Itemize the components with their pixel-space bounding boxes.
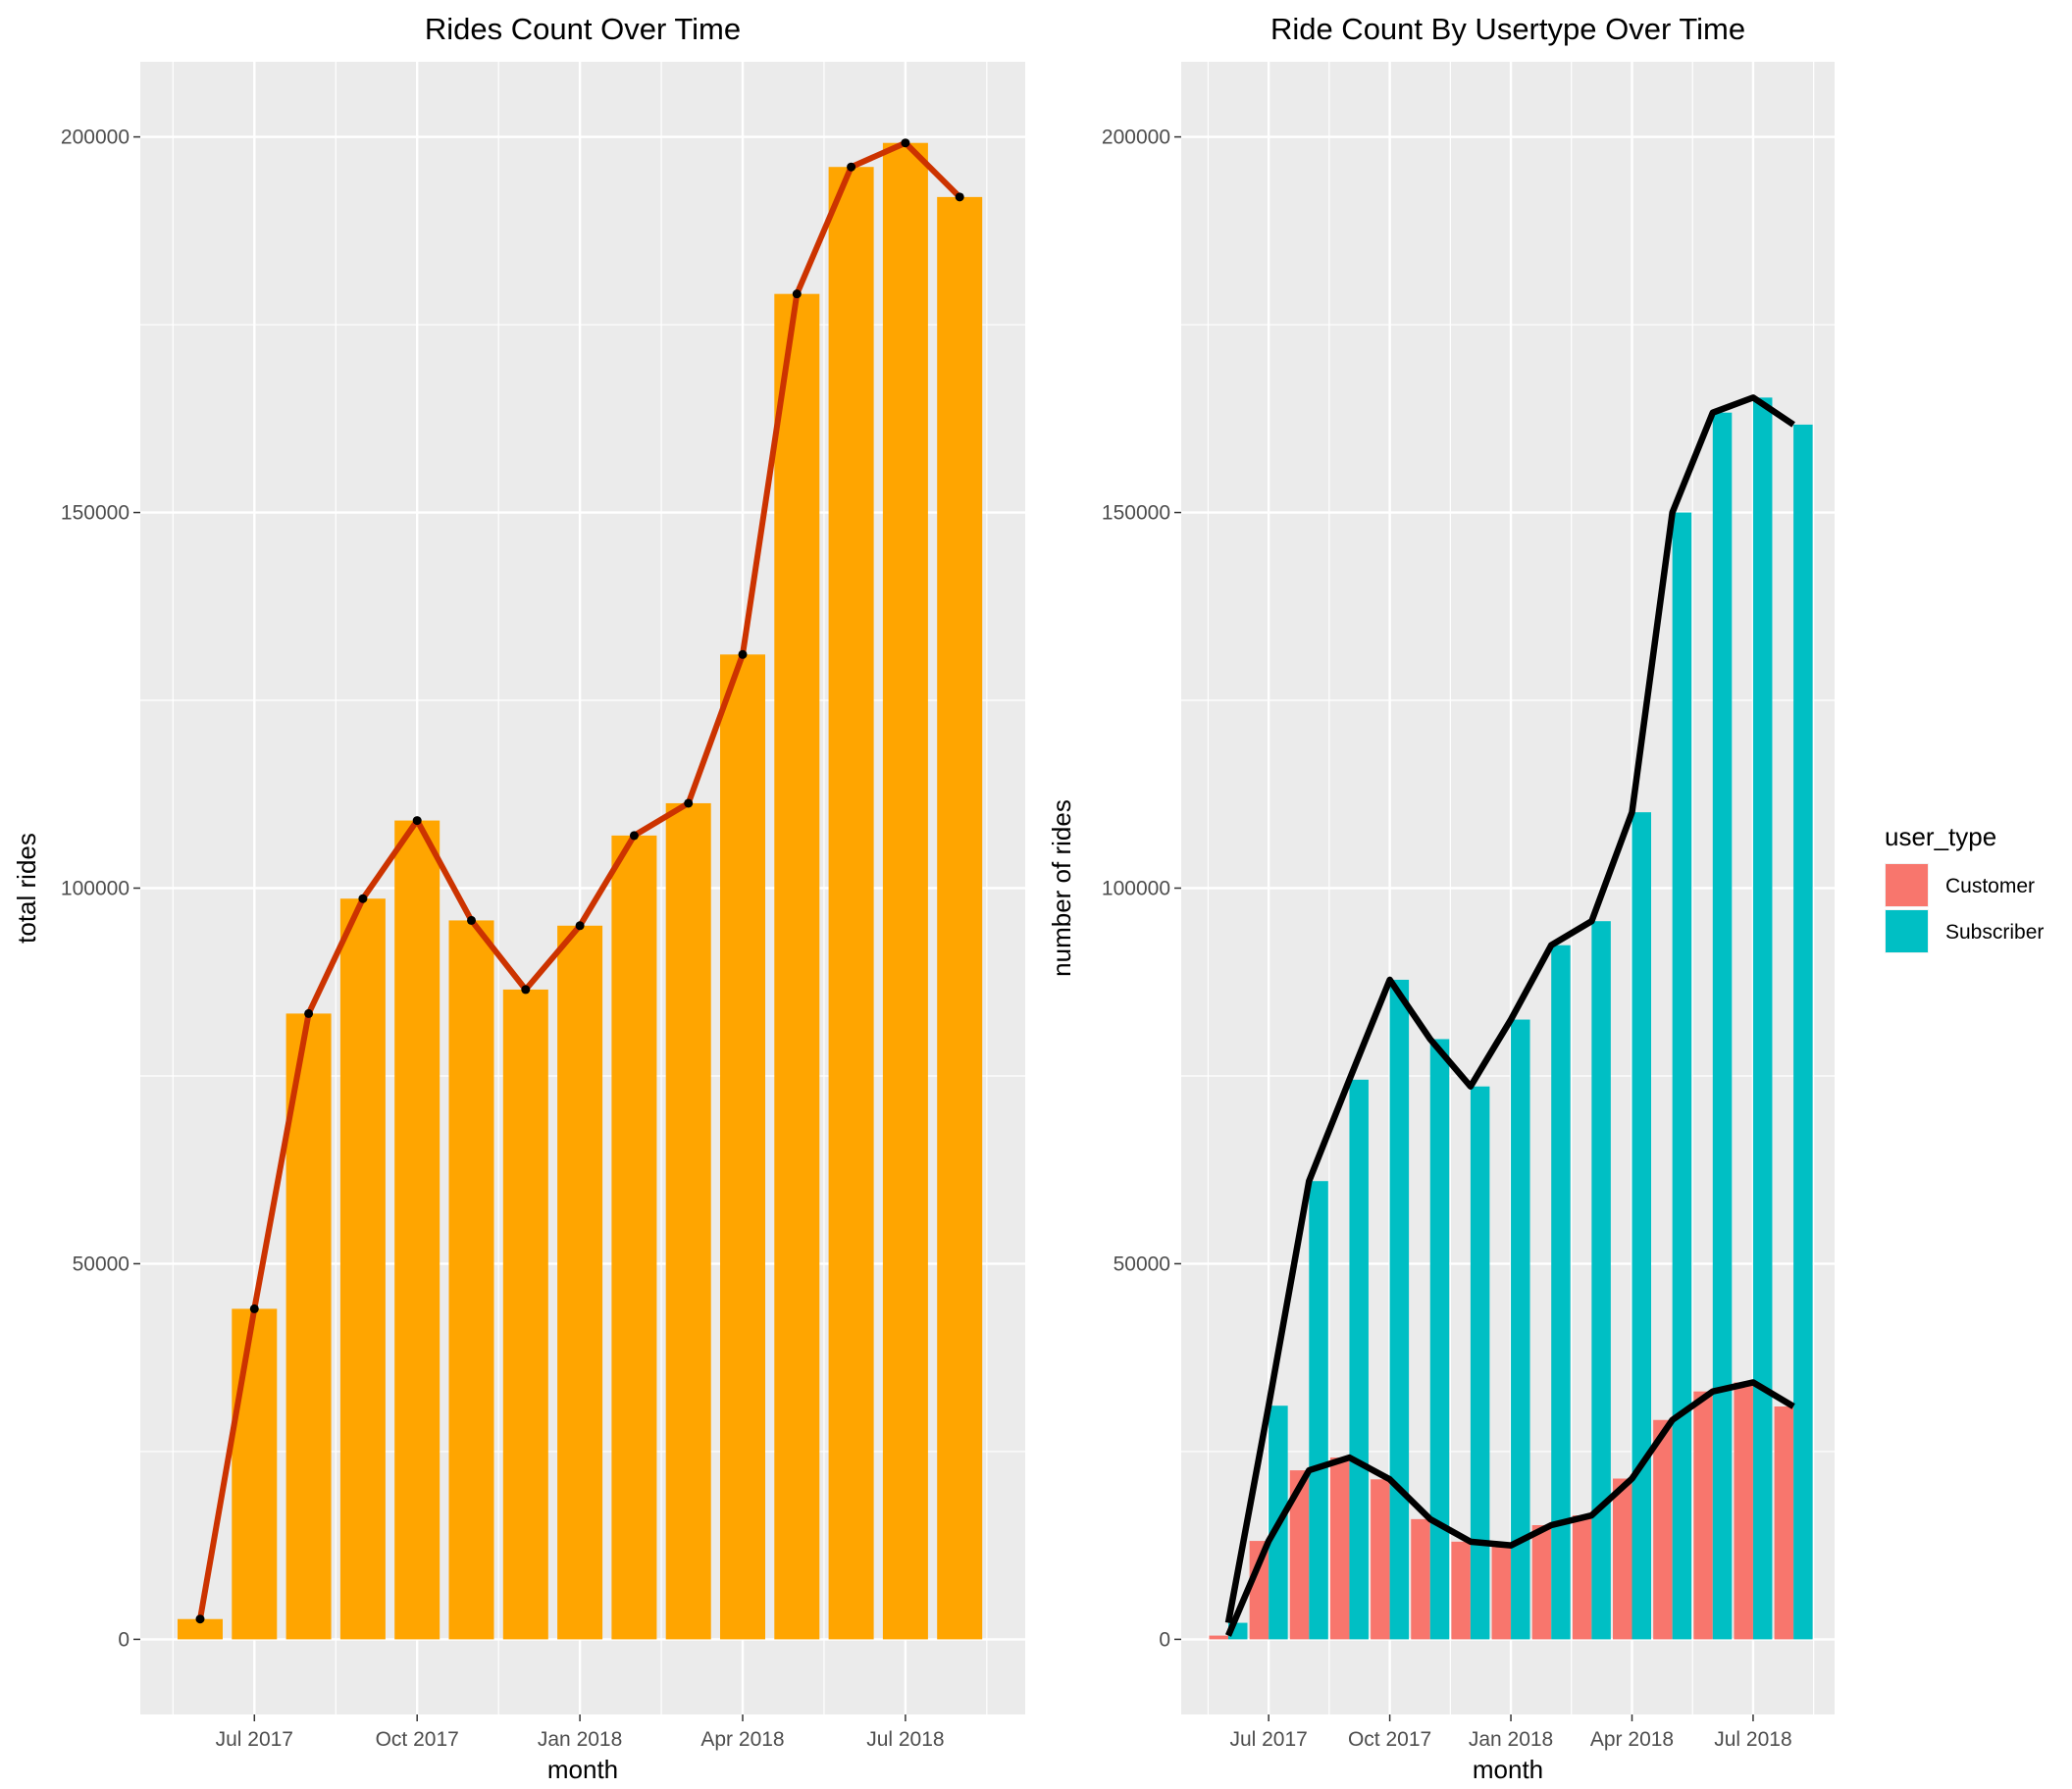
bar — [611, 835, 657, 1640]
y-tick-label: 200000 — [1102, 127, 1170, 149]
x-tick-label: Oct 2017 — [1348, 1728, 1431, 1751]
bar-customer — [1774, 1406, 1794, 1640]
y-tick-label: 50000 — [1114, 1252, 1170, 1275]
data-point — [358, 894, 368, 903]
data-point — [738, 649, 748, 659]
bar-subscriber — [1429, 1039, 1450, 1640]
x-tick-label: Oct 2017 — [376, 1728, 459, 1751]
data-point — [467, 915, 476, 925]
x-tick-label: Jul 2018 — [866, 1728, 944, 1751]
bar-customer — [1693, 1391, 1713, 1640]
bar-customer — [1411, 1518, 1430, 1640]
bar-subscriber — [1632, 812, 1651, 1640]
data-point — [575, 921, 585, 931]
legend: user_type Customer Subscriber — [1885, 822, 2044, 953]
usertype-chart: 0 50000 100000 150000 200000 Jul 2017 Oct 2017… — [1047, 12, 1835, 1784]
bar-subscriber — [1793, 424, 1813, 1640]
bar-customer — [1209, 1635, 1228, 1640]
chart-title: Ride Count By Usertype Over Time — [1270, 12, 1745, 46]
y-tick-label: 50000 — [73, 1252, 130, 1275]
bar-customer — [1371, 1479, 1390, 1640]
legend-key-customer — [1886, 864, 1928, 906]
x-tick-label: Jul 2017 — [216, 1728, 293, 1751]
y-tick-label: 0 — [118, 1628, 130, 1651]
data-point — [684, 798, 694, 808]
bar-subscriber — [1511, 1019, 1530, 1640]
bar — [232, 1308, 278, 1640]
data-point — [792, 289, 802, 299]
x-tick-label: Jul 2017 — [1229, 1728, 1307, 1751]
bar — [178, 1618, 223, 1640]
y-tick-label: 150000 — [1102, 502, 1170, 525]
rides-count-chart: 0 50000 100000 150000 200000 Jul 2017 Oct 2017… — [12, 12, 1025, 1784]
data-point — [412, 816, 422, 826]
data-point — [629, 831, 639, 841]
data-point — [847, 162, 856, 172]
line-customer — [1225, 1379, 1795, 1637]
chart-title: Rides Count Over Time — [425, 12, 741, 46]
bar-subscriber — [1712, 412, 1733, 1640]
bar-customer — [1572, 1515, 1592, 1640]
bar-subscriber — [1672, 512, 1692, 1640]
data-point — [955, 192, 964, 202]
y-tick-label: 150000 — [61, 502, 130, 525]
bar-customer — [1531, 1524, 1552, 1640]
bar-customer — [1613, 1478, 1632, 1640]
bar — [665, 802, 711, 1640]
bar-customer — [1653, 1419, 1673, 1640]
x-axis-title: month — [547, 1755, 618, 1784]
y-tick-label: 100000 — [61, 878, 130, 900]
bar-subscriber — [1551, 945, 1571, 1640]
y-tick-label: 100000 — [1102, 878, 1170, 900]
bar-subscriber — [1389, 979, 1410, 1640]
y-tick-label: 200000 — [61, 127, 130, 149]
bar — [774, 293, 820, 1640]
bar-subscriber — [1309, 1181, 1328, 1640]
x-tick-label: Jul 2018 — [1714, 1728, 1791, 1751]
bar-customer — [1451, 1541, 1471, 1640]
x-tick-label: Jan 2018 — [1469, 1728, 1553, 1751]
bar-customer — [1289, 1470, 1310, 1640]
legend-title: user_type — [1885, 822, 1996, 851]
bar-customer — [1249, 1541, 1269, 1640]
data-point — [195, 1614, 205, 1624]
bar — [720, 654, 765, 1640]
bar — [502, 989, 548, 1640]
x-tick-label: Apr 2018 — [1590, 1728, 1674, 1751]
bar-customer — [1734, 1382, 1753, 1640]
bar-subscriber — [1752, 397, 1773, 1640]
y-tick-label: 0 — [1159, 1628, 1170, 1651]
bar — [937, 196, 983, 1640]
data-point — [304, 1008, 314, 1018]
data-point — [249, 1303, 259, 1313]
bar-customer — [1491, 1545, 1512, 1640]
legend-label-customer: Customer — [1945, 875, 2035, 897]
bar — [557, 925, 603, 1640]
bar-subscriber — [1349, 1079, 1369, 1640]
bar — [339, 898, 386, 1640]
legend-label-subscriber: Subscriber — [1945, 921, 2044, 944]
bar — [882, 142, 928, 1640]
bar — [285, 1013, 332, 1640]
bar-customer — [1329, 1457, 1350, 1640]
legend-key-subscriber — [1886, 910, 1928, 952]
x-tick-label: Apr 2018 — [700, 1728, 784, 1751]
y-axis-title: number of rides — [1047, 799, 1076, 977]
bar — [448, 920, 494, 1640]
data-point — [901, 138, 910, 148]
y-axis-title: total rides — [12, 833, 41, 944]
bar-subscriber — [1591, 921, 1611, 1640]
bar — [828, 167, 874, 1640]
bar — [394, 820, 440, 1640]
x-tick-label: Jan 2018 — [538, 1728, 622, 1751]
x-axis-title: month — [1473, 1755, 1543, 1784]
line-subscriber — [1224, 394, 1795, 1624]
bar-subscriber — [1470, 1086, 1490, 1640]
data-point — [521, 985, 531, 995]
